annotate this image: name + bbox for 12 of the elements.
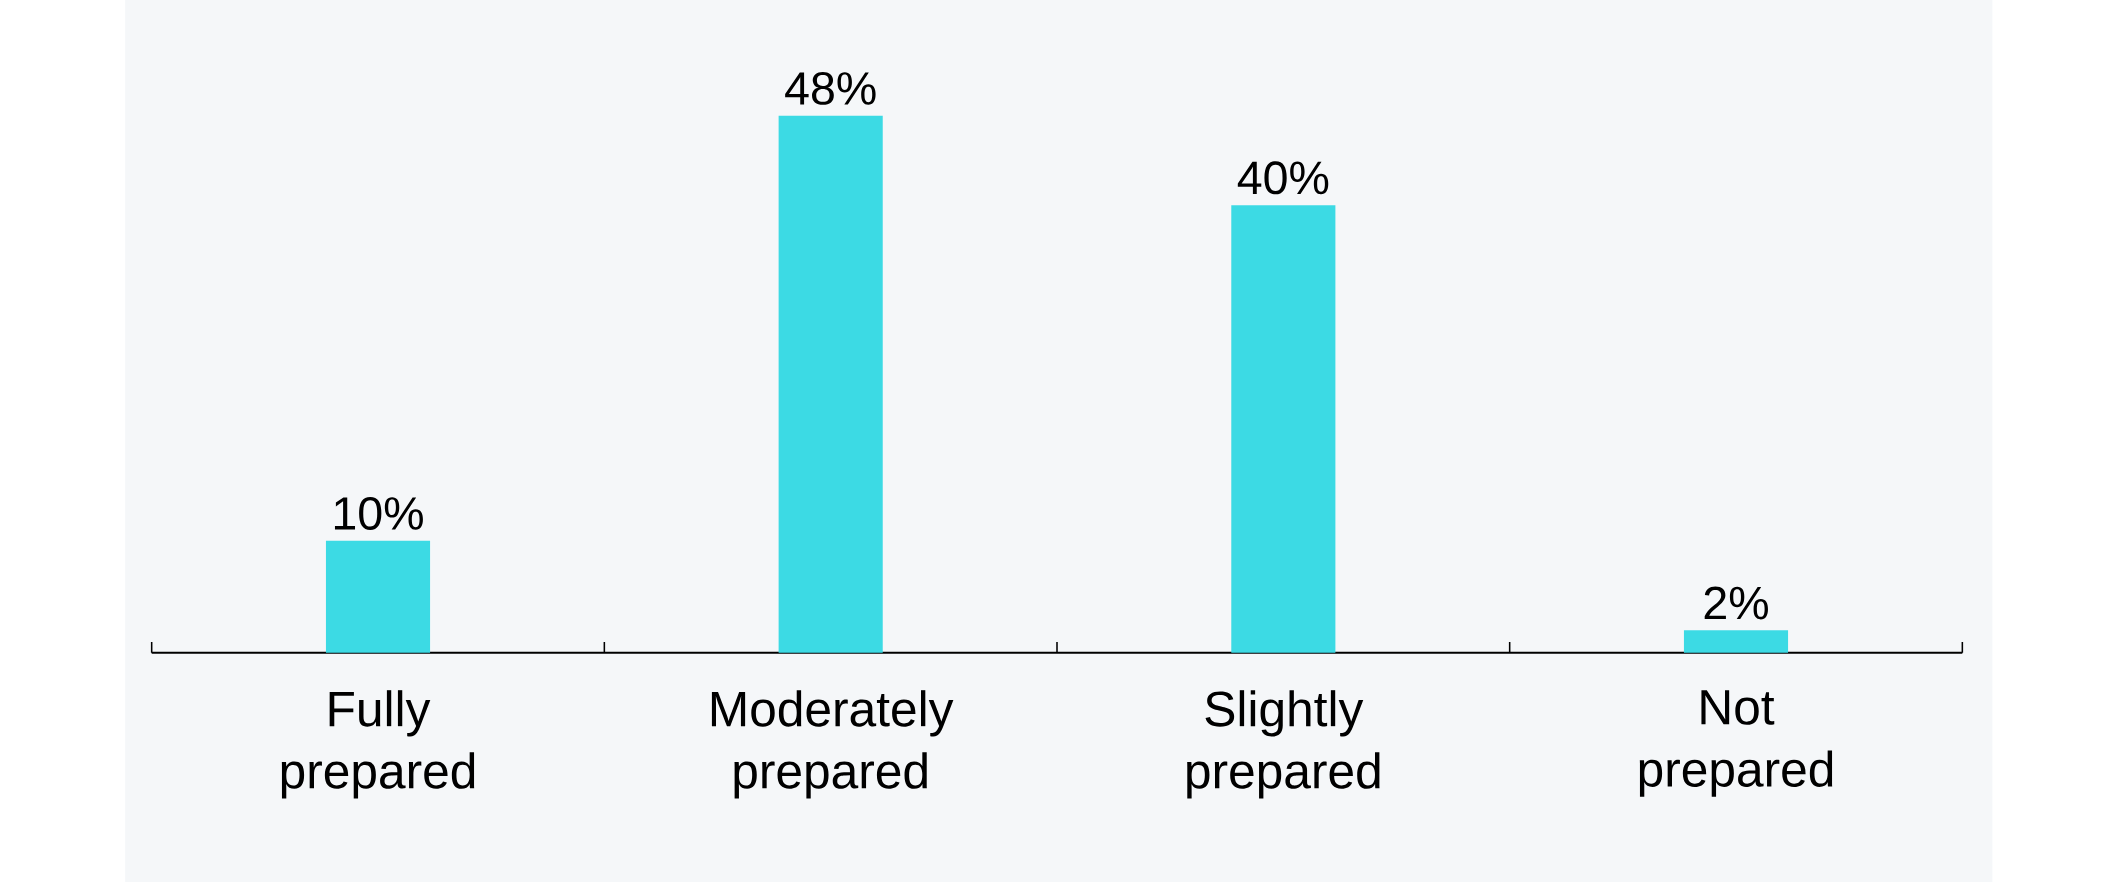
bar xyxy=(778,115,883,653)
data-label: 48% xyxy=(785,71,876,105)
x-tick-label: Slightly prepared xyxy=(1187,690,1380,799)
bar xyxy=(1231,205,1336,653)
data-label: 10% xyxy=(334,496,423,530)
bar xyxy=(1683,630,1789,653)
x-tick-label: Fully prepared xyxy=(281,690,475,799)
bar xyxy=(325,540,431,653)
data-label: 40% xyxy=(1237,161,1329,195)
data-label: 2% xyxy=(1704,586,1768,620)
x-tick-label: Not prepared xyxy=(1639,690,1833,797)
x-tick-label: Moderately prepared xyxy=(711,690,954,799)
